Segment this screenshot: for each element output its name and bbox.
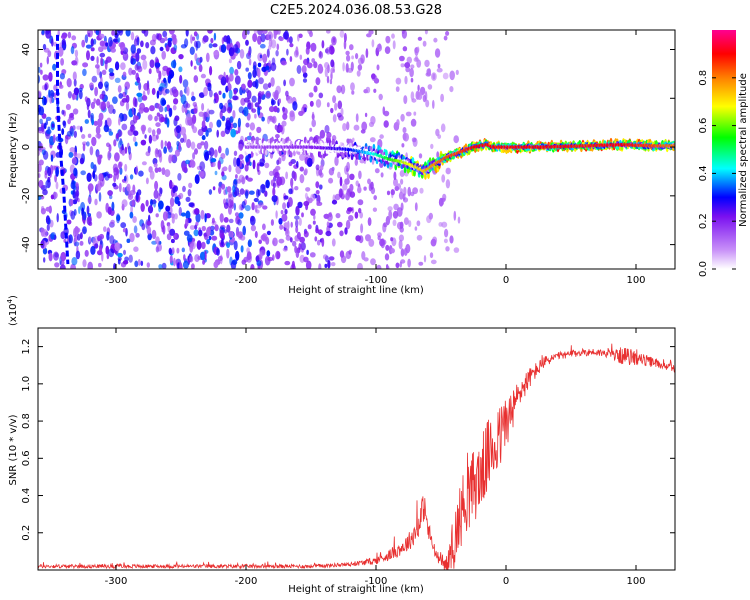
snr-x-ticks: -300 -200 -100 0 100 — [105, 328, 646, 587]
x-tick-label: -200 — [235, 275, 258, 286]
y-tick-label: 0.8 — [21, 413, 32, 429]
x-tick-label: -200 — [235, 576, 258, 587]
x-tick-label: -100 — [365, 576, 388, 587]
y-tick-label: 0.6 — [21, 450, 32, 466]
x-tick-label: 0 — [503, 576, 509, 587]
x-tick-label: -300 — [105, 576, 128, 587]
x-tick-label: -300 — [105, 275, 128, 286]
colorbar: 0.0 0.2 0.4 0.6 0.8 Normalized spectral ampl… — [698, 30, 749, 277]
y-tick-label: 1.2 — [21, 339, 32, 355]
edge-feature — [56, 34, 70, 265]
noise-speckle — [38, 30, 462, 269]
x-tick-label: 0 — [503, 275, 509, 286]
colorbar-label: Normalized spectral amplitude — [738, 73, 749, 227]
spectrogram-frame — [37, 29, 676, 270]
snr-y-ticks: 0.2 0.4 0.6 0.8 1.0 1.2 — [21, 339, 675, 541]
snr-x-label: Height of straight line (km) — [288, 584, 424, 595]
y-tick-label: 1.0 — [21, 376, 32, 392]
figure-title: C2E5.2024.036.08.53.G28 — [270, 3, 442, 18]
spectrogram-y-ticks: -40 -20 0 20 40 — [21, 43, 675, 253]
colorbar-tick-label: 0.6 — [698, 118, 709, 134]
snr-series-line — [38, 343, 675, 570]
x-tick-label: -100 — [365, 275, 388, 286]
y-tick-label: 40 — [21, 43, 32, 56]
snr-y-label: SNR (10 * v/v) — [8, 414, 19, 485]
colorbar-tick-label: 0.0 — [698, 261, 709, 277]
x-tick-label: 100 — [626, 576, 645, 587]
spectrogram-x-ticks: -300 -200 -100 0 100 — [105, 30, 646, 286]
snr-frame — [37, 327, 676, 571]
snr-y-multiplier: (x104) — [6, 295, 19, 326]
spectrogram-plot-area — [38, 30, 675, 269]
colorbar-tick-label: 0.8 — [698, 70, 709, 86]
y-tick-label: -20 — [21, 188, 32, 204]
colorbar-gradient — [712, 30, 736, 269]
y-tick-label: 0.2 — [21, 525, 32, 541]
snr-panel: -300 -200 -100 0 100 0.2 0.4 0.6 0.8 1.0 1.2 Heig… — [6, 295, 676, 595]
spectrogram-y-label: Frequency (Hz) — [8, 112, 19, 188]
y-tick-label: -40 — [21, 236, 32, 252]
colorbar-ticks: 0.0 0.2 0.4 0.6 0.8 — [698, 70, 736, 277]
y-tick-label: 0 — [21, 144, 32, 150]
spectrogram-x-label: Height of straight line (km) — [288, 285, 424, 296]
snr-plot-area — [38, 343, 675, 570]
y-tick-label: 20 — [21, 92, 32, 105]
y-tick-label: 0.4 — [21, 488, 32, 504]
x-tick-label: 100 — [626, 275, 645, 286]
colorbar-tick-label: 0.4 — [698, 165, 709, 181]
colorbar-tick-label: 0.2 — [698, 213, 709, 229]
spectral-ridge — [244, 136, 675, 180]
